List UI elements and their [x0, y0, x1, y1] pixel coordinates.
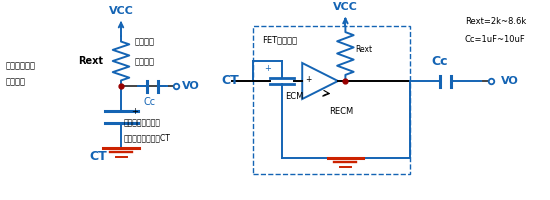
Text: VO: VO — [182, 81, 199, 91]
Text: 接收音波壓力: 接收音波壓力 — [6, 62, 36, 71]
Text: VCC: VCC — [108, 6, 134, 16]
Text: Cc: Cc — [144, 97, 156, 107]
Text: VCC: VCC — [333, 2, 358, 12]
Text: Rext: Rext — [78, 56, 103, 66]
Text: FET阻抗轉換: FET阻抗轉換 — [262, 36, 297, 45]
Text: 震動膜與鋁質外殼: 震動膜與鋁質外殼 — [124, 118, 161, 128]
Text: Cc: Cc — [432, 55, 448, 68]
Text: VO: VO — [500, 76, 518, 86]
Text: Cc=1uF~10uF: Cc=1uF~10uF — [465, 36, 525, 45]
Text: CT: CT — [222, 74, 239, 88]
Text: ECM: ECM — [285, 92, 303, 101]
Bar — [253, 26, 410, 174]
Text: +: + — [131, 107, 138, 116]
Text: Rext: Rext — [355, 45, 372, 53]
Text: Rext=2k~8.6k: Rext=2k~8.6k — [465, 18, 526, 26]
Text: +: + — [264, 64, 271, 73]
Text: 之間有如可變電阻CT: 之間有如可變電阻CT — [124, 134, 170, 142]
Text: +: + — [306, 74, 312, 84]
Text: CT: CT — [90, 150, 107, 164]
Text: 振動薄膜: 振動薄膜 — [6, 77, 25, 86]
Text: RECM: RECM — [329, 108, 353, 116]
Text: 耦合電容: 耦合電容 — [135, 58, 155, 66]
Text: 外加電阻: 外加電阻 — [135, 38, 155, 46]
